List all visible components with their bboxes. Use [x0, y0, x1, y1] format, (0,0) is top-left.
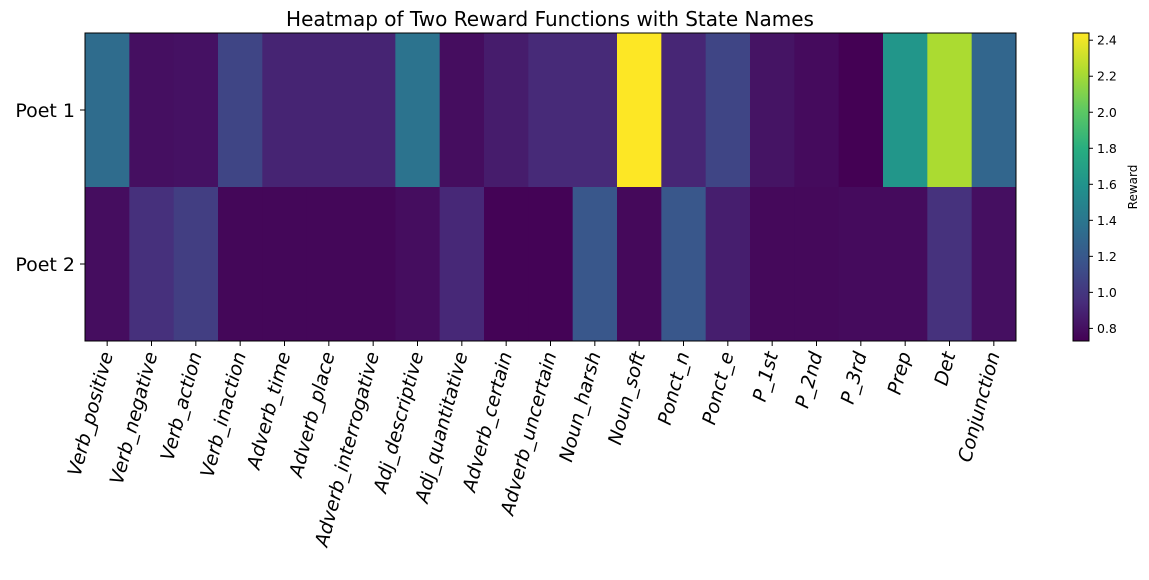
chart-title: Heatmap of Two Reward Functions with Sta… [286, 7, 814, 31]
heatmap-cell [794, 187, 840, 342]
heatmap-cell [661, 33, 707, 188]
colorbar-tick-label: 0.8 [1097, 321, 1117, 336]
column-label: Verb_action [157, 350, 207, 463]
row-labels: Poet 1 Poet 2 [15, 100, 85, 276]
heatmap-cell [129, 33, 175, 188]
column-label: Verb_inaction [196, 350, 251, 480]
colorbar-tick-label: 1.2 [1097, 249, 1117, 264]
colorbar [1072, 32, 1090, 342]
colorbar-label: Reward [1126, 165, 1140, 210]
heatmap-cell [572, 33, 618, 188]
heatmap-cell [750, 187, 795, 342]
heatmap-cell [705, 187, 751, 342]
heatmap-cell [661, 187, 707, 342]
heatmap-cell [971, 33, 1017, 188]
heatmap-cell [794, 33, 840, 188]
heatmap-cell [395, 33, 441, 188]
heatmap-cell [838, 187, 884, 342]
column-label: Ponct_e [698, 350, 738, 427]
heatmap-cell [484, 33, 529, 188]
heatmap-cell [528, 187, 574, 342]
heatmap-cell [528, 33, 574, 188]
column-label: Adverb_time [242, 350, 295, 474]
heatmap-cell [439, 33, 485, 188]
row-label: Poet 1 [15, 100, 75, 122]
colorbar-tick-label: 1.6 [1097, 177, 1117, 192]
heatmap-cell [351, 33, 396, 188]
colorbar-tick-label: 2.4 [1097, 33, 1117, 48]
heatmap-cell [306, 33, 352, 188]
colorbar-ticks: 0.8 1.0 1.2 1.4 1.6 1.8 2.0 2.2 2.4 [1089, 33, 1117, 336]
column-label: Verb_positive [64, 350, 118, 479]
heatmap-cell [705, 33, 751, 188]
heatmap-cell [439, 187, 485, 342]
heatmap-cell [262, 187, 308, 342]
heatmap-cell [617, 33, 662, 188]
column-label: P_3rd [837, 349, 872, 407]
heatmap-cell [617, 187, 662, 342]
colorbar-tick-label: 1.0 [1097, 285, 1117, 300]
heatmap-cell [85, 187, 130, 342]
column-label: P_2nd [791, 349, 827, 411]
column-label: Noun_soft [604, 348, 650, 447]
column-label: P_1st [749, 348, 784, 404]
heatmap-cell [173, 187, 219, 342]
heatmap-cell [173, 33, 219, 188]
heatmap-cell [85, 33, 130, 188]
heatmap-cell [927, 33, 973, 188]
column-labels: Verb_positiveVerb_negativeVerb_actionVer… [64, 341, 1005, 551]
heatmap-cell [484, 187, 529, 342]
column-label: Verb_negative [106, 350, 162, 487]
heatmap-cell [129, 187, 175, 342]
column-label: Det [930, 348, 960, 388]
row-label: Poet 2 [15, 254, 75, 276]
heatmap-cell [218, 187, 263, 342]
column-label: Adverb_place [285, 350, 340, 482]
heatmap-cell [218, 33, 263, 188]
heatmap-cell [927, 187, 973, 342]
colorbar-tick-label: 1.4 [1097, 213, 1117, 228]
column-label: Conjunction [954, 350, 1005, 465]
heatmap-cell [262, 33, 308, 188]
colorbar-tick-label: 2.2 [1097, 69, 1117, 84]
colorbar-tick-label: 1.8 [1097, 141, 1117, 156]
heatmap-cells [85, 33, 1017, 342]
heatmap-cell [572, 187, 618, 342]
column-label: Ponct_n [654, 350, 695, 428]
heatmap-cell [351, 187, 396, 342]
column-label: Noun_harsh [555, 350, 605, 465]
heatmap-cell [395, 187, 441, 342]
heatmap-cell [883, 33, 928, 188]
column-label: Prep [884, 350, 916, 397]
heatmap-cell [883, 187, 928, 342]
heatmap-cell [838, 33, 884, 188]
colorbar-tick-label: 2.0 [1097, 105, 1117, 120]
heatmap-cell [971, 187, 1017, 342]
heatmap-cell [306, 187, 352, 342]
heatmap-cell [750, 33, 795, 188]
